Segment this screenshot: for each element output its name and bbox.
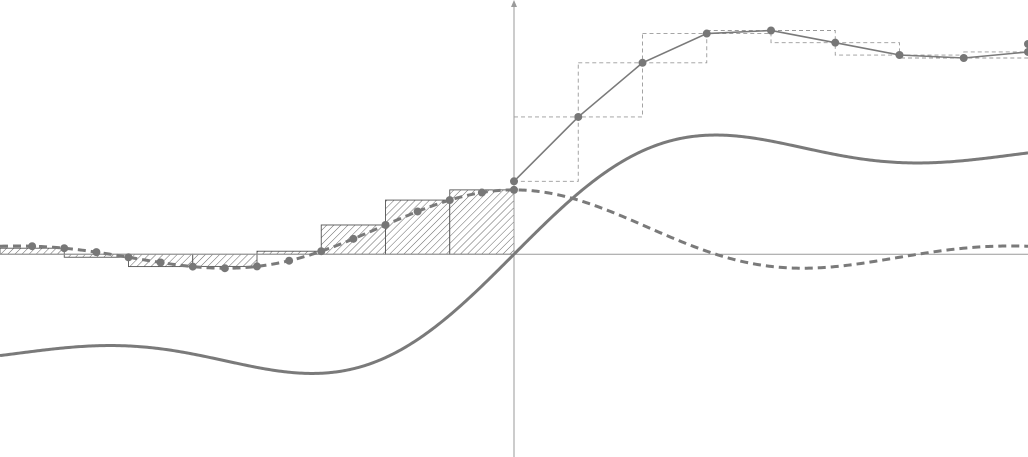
sinc-marker bbox=[60, 244, 69, 253]
dashed-rect bbox=[834, 42, 900, 56]
sinc-marker bbox=[253, 262, 261, 271]
sinc-marker bbox=[317, 247, 326, 256]
hatched-rect bbox=[449, 189, 515, 255]
sinc-marker bbox=[477, 188, 486, 197]
cumulative-marker bbox=[510, 177, 518, 186]
cumulative-marker bbox=[1024, 40, 1028, 49]
sinc-marker bbox=[28, 242, 37, 251]
cumulative-marker bbox=[702, 29, 711, 38]
sinc-marker bbox=[156, 258, 165, 267]
sinc-marker bbox=[445, 196, 454, 205]
sinc-marker bbox=[349, 234, 358, 243]
sinc-curve-dashed bbox=[0, 188, 1028, 270]
cumulative-marker bbox=[831, 38, 840, 47]
y-axis-arrow bbox=[511, 0, 517, 7]
cumulative-marker bbox=[895, 51, 904, 60]
sinc-marker bbox=[381, 220, 390, 229]
sinc-marker bbox=[285, 256, 294, 265]
cumulative-marker bbox=[638, 58, 647, 67]
sinc-marker bbox=[92, 248, 101, 257]
dashed-rect bbox=[770, 30, 836, 44]
markers bbox=[28, 26, 1028, 273]
hatched-rectangles bbox=[0, 189, 515, 268]
sine-integral-curve bbox=[0, 133, 1028, 375]
sinc-marker bbox=[413, 207, 422, 216]
sinc-marker bbox=[188, 262, 197, 271]
dashed-rect bbox=[642, 33, 708, 64]
cumulative-sum-polyline bbox=[513, 29, 1028, 182]
sinc-marker bbox=[510, 185, 518, 194]
cumulative-marker bbox=[959, 54, 968, 63]
cumulative-marker bbox=[574, 112, 583, 121]
cumulative-marker bbox=[1024, 47, 1028, 56]
cumulative-marker bbox=[767, 26, 775, 35]
sinc-marker bbox=[220, 264, 229, 273]
sinc-marker bbox=[124, 253, 133, 262]
dashed-rect bbox=[577, 62, 643, 118]
